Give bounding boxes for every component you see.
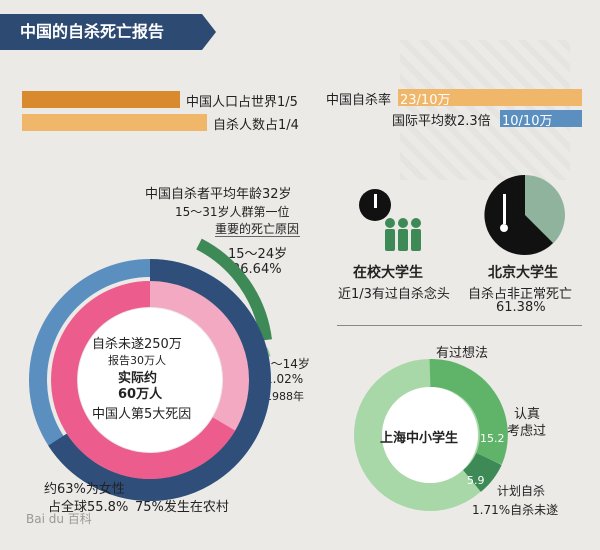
attempt-label: 1.71%自杀未遂 — [472, 503, 559, 517]
age-line3: 重要的死亡原因 — [215, 222, 300, 236]
intl-value: 10/10万 — [502, 114, 553, 129]
pku-desc1: 自杀占非正常死亡 — [468, 287, 573, 302]
shanghai-title: 上海中小学生 — [380, 431, 459, 446]
left-donut-chart — [29, 238, 272, 501]
shanghai-donut-chart — [354, 359, 508, 511]
female-line1: 约63%为女性 — [44, 482, 125, 497]
female-arc — [51, 281, 236, 479]
center-line4: 60万人 — [118, 387, 163, 402]
rate-value: 23/10万 — [400, 93, 451, 108]
pku-desc2: 61.38% — [496, 300, 546, 315]
age-arc-15-24 — [196, 238, 272, 341]
students-desc: 近1/3有过自杀念头 — [338, 287, 450, 302]
plan-label: 计划自杀 — [497, 484, 546, 498]
plan-value: 5.9 — [467, 474, 485, 487]
serious-label2: 考虑过 — [507, 424, 547, 439]
age-group2-label: 5～14岁 — [263, 357, 310, 371]
students-icon — [359, 189, 421, 251]
rural-arc — [48, 259, 271, 501]
age-group2-value: 1.02% — [265, 372, 304, 386]
section-divider — [337, 325, 582, 326]
serious-label1: 认真 — [514, 407, 541, 422]
rate-bar — [398, 89, 582, 106]
center-line5: 中国人第5大死因 — [92, 407, 192, 422]
center-circle — [78, 308, 222, 452]
population-label: 中国人口占世界1/5 — [186, 95, 298, 110]
baidu-logo: Bai du 百科 — [26, 512, 92, 526]
age-group2-year: 1988年 — [265, 390, 304, 403]
divider — [215, 236, 300, 237]
female-line2: 占全球55.8% — [48, 500, 129, 515]
population-bar — [22, 91, 180, 108]
intl-bar — [500, 110, 582, 127]
center-line2: 报告30万人 — [108, 354, 166, 367]
age-line2: 15～31岁人群第一位 — [175, 205, 290, 219]
suicides-bar — [22, 114, 207, 131]
pku-pie-chart — [484, 174, 565, 255]
intl-label: 国际平均数2.3倍 — [392, 114, 491, 129]
age-group1-label: 15～24岁 — [228, 247, 288, 262]
center-line3: 实际约 — [118, 371, 158, 386]
age-line1: 中国自杀者平均年龄32岁 — [145, 187, 292, 202]
had-thought-label: 有过想法 — [436, 346, 489, 361]
students-title: 在校大学生 — [353, 265, 423, 281]
serious-value: 15.2 — [480, 432, 505, 445]
rate-label: 中国自杀率 — [326, 93, 392, 108]
age-group1-value: 26.64% — [232, 262, 282, 277]
suicides-label: 自杀人数占1/4 — [213, 118, 299, 133]
rural-label: 75%发生在农村 — [135, 500, 229, 515]
pku-title: 北京大学生 — [488, 265, 558, 281]
page-title: 中国的自杀死亡报告 — [0, 14, 216, 50]
center-line1: 自杀未遂250万 — [92, 337, 182, 352]
